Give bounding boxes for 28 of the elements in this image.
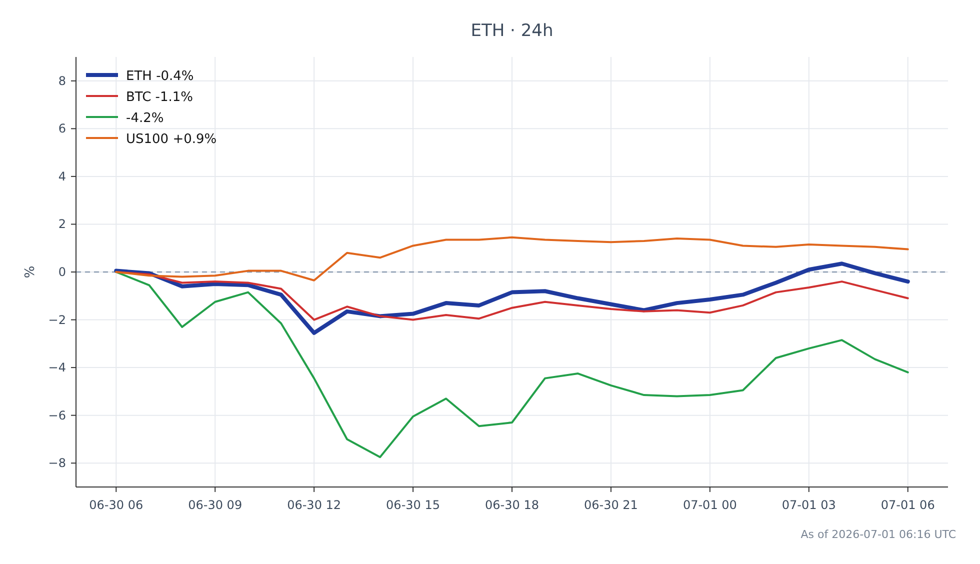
x-tick-label: 06-30 06 xyxy=(89,498,144,512)
y-tick-label: 6 xyxy=(58,122,66,136)
x-tick-label: 06-30 21 xyxy=(584,498,638,512)
y-tick-label: 4 xyxy=(58,169,66,184)
x-tick-label: 07-01 06 xyxy=(880,498,935,512)
line-series xyxy=(114,262,910,335)
y-axis-title: % xyxy=(23,266,38,278)
y-tick-label: 0 xyxy=(58,265,66,279)
y-tick-label: −4 xyxy=(48,360,66,375)
x-tick-label: 06-30 15 xyxy=(386,498,440,512)
x-tick-label: 06-30 12 xyxy=(287,498,342,512)
text: As of 2026-07-01 06:16 UTC xyxy=(800,528,956,541)
legend-label: -4.2% xyxy=(126,111,164,126)
x-tick-label: 07-01 03 xyxy=(782,498,836,512)
x-tick-label: 07-01 00 xyxy=(682,498,737,512)
y-tick-label: 8 xyxy=(58,74,66,88)
line-series xyxy=(115,271,909,458)
y-tick-label: −6 xyxy=(48,408,66,422)
legend-label: BTC -1.1% xyxy=(126,90,194,105)
y-tick-label: −2 xyxy=(48,312,66,327)
y-tick-label: 2 xyxy=(58,217,66,232)
y-tick-label: −8 xyxy=(48,456,66,470)
line-series xyxy=(115,236,909,282)
x-tick-label: 06-30 18 xyxy=(485,498,539,512)
chart-title: ETH · 24h xyxy=(470,21,554,41)
legend-label: ETH -0.4% xyxy=(126,69,194,84)
legend-label: US100 +0.9% xyxy=(126,132,217,147)
x-tick-label: 06-30 09 xyxy=(188,498,242,512)
